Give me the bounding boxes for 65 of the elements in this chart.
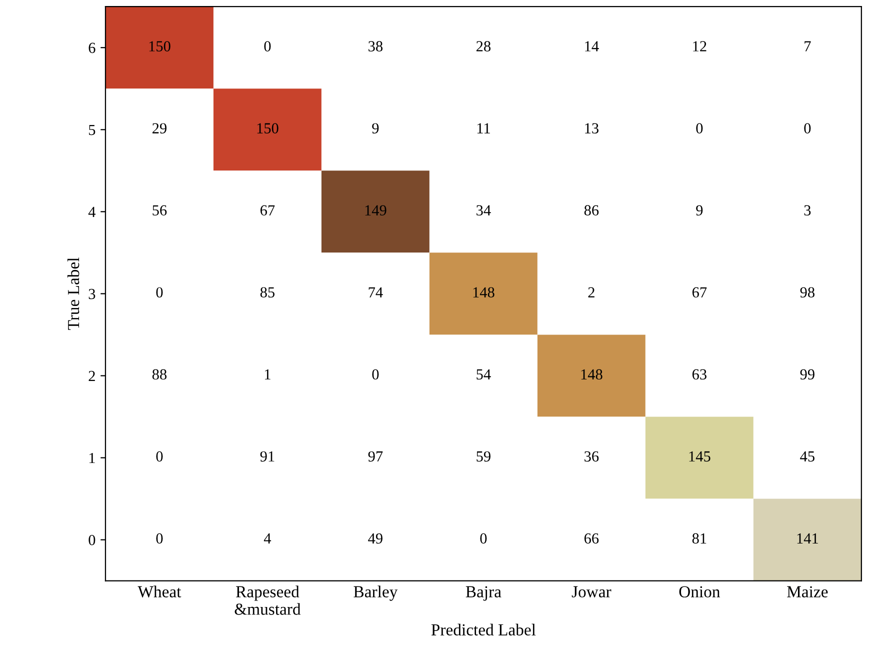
data-label: 97	[368, 451, 383, 462]
x-tick-label: Wheat	[138, 586, 182, 598]
data-label: 145	[689, 451, 710, 462]
data-label: 9	[372, 123, 379, 134]
data-label: 2	[588, 287, 594, 298]
data-label: 67	[692, 287, 707, 298]
data-label: 11	[477, 123, 490, 134]
data-label: 28	[476, 41, 491, 52]
x-tick-label: Jowar	[572, 586, 612, 598]
data-label: 0	[156, 533, 163, 544]
data-label: 63	[692, 369, 706, 380]
data-label: 85	[260, 287, 275, 298]
x-tick-label: Bajra	[466, 586, 502, 601]
x-tick-label: Maize	[787, 586, 828, 598]
data-label: 7	[804, 41, 811, 52]
data-label: 141	[797, 533, 818, 544]
x-axis-title: Predicted Label	[431, 624, 536, 636]
x-tick-label: Rapeseed &mustard	[234, 586, 301, 615]
y-tick-label: 1	[89, 452, 95, 464]
data-label: 150	[257, 123, 278, 134]
y-tick-label: 4	[88, 206, 96, 217]
data-label: 14	[585, 41, 599, 52]
data-label: 74	[368, 287, 383, 298]
data-label: 0	[156, 451, 163, 462]
data-label: 12	[693, 41, 706, 52]
data-label: 149	[365, 205, 386, 216]
data-label: 9	[696, 205, 703, 216]
x-tick-label: Onion	[679, 586, 720, 598]
data-label: 4	[264, 533, 272, 544]
data-label: 0	[264, 41, 271, 52]
y-tick-label: 0	[88, 534, 96, 546]
data-label: 0	[372, 369, 379, 380]
data-label: 88	[152, 369, 167, 380]
data-label: 56	[152, 205, 167, 216]
data-label: 0	[804, 123, 811, 134]
data-label: 81	[692, 533, 706, 544]
data-label: 38	[368, 41, 383, 52]
y-axis-title: True Label	[67, 258, 80, 330]
data-label: 148	[473, 287, 494, 298]
data-label: 1	[264, 369, 270, 380]
data-label: 99	[800, 369, 814, 380]
y-tick-label: 6	[88, 42, 96, 54]
x-tick-label: Barley	[354, 586, 398, 601]
data-label: 0	[156, 287, 163, 298]
data-label: 0	[480, 533, 487, 544]
data-label: 29	[152, 123, 166, 134]
data-label: 59	[476, 451, 490, 462]
data-label: 0	[696, 123, 703, 134]
data-label: 49	[368, 533, 382, 544]
data-label: 3	[804, 205, 811, 216]
data-label: 36	[584, 451, 599, 462]
y-tick-label: 5	[89, 124, 96, 136]
data-label: 150	[149, 41, 170, 52]
data-label: 148	[581, 369, 602, 380]
y-tick-label: 3	[88, 288, 96, 300]
data-label: 86	[584, 205, 599, 216]
data-label: 54	[476, 369, 491, 380]
data-label: 66	[584, 533, 599, 544]
data-label: 91	[260, 451, 274, 462]
data-label: 67	[260, 205, 275, 216]
y-tick-label: 2	[88, 370, 95, 382]
data-label: 13	[585, 123, 598, 134]
data-label: 45	[800, 451, 814, 462]
data-label: 98	[800, 287, 814, 298]
data-label: 34	[476, 205, 491, 216]
